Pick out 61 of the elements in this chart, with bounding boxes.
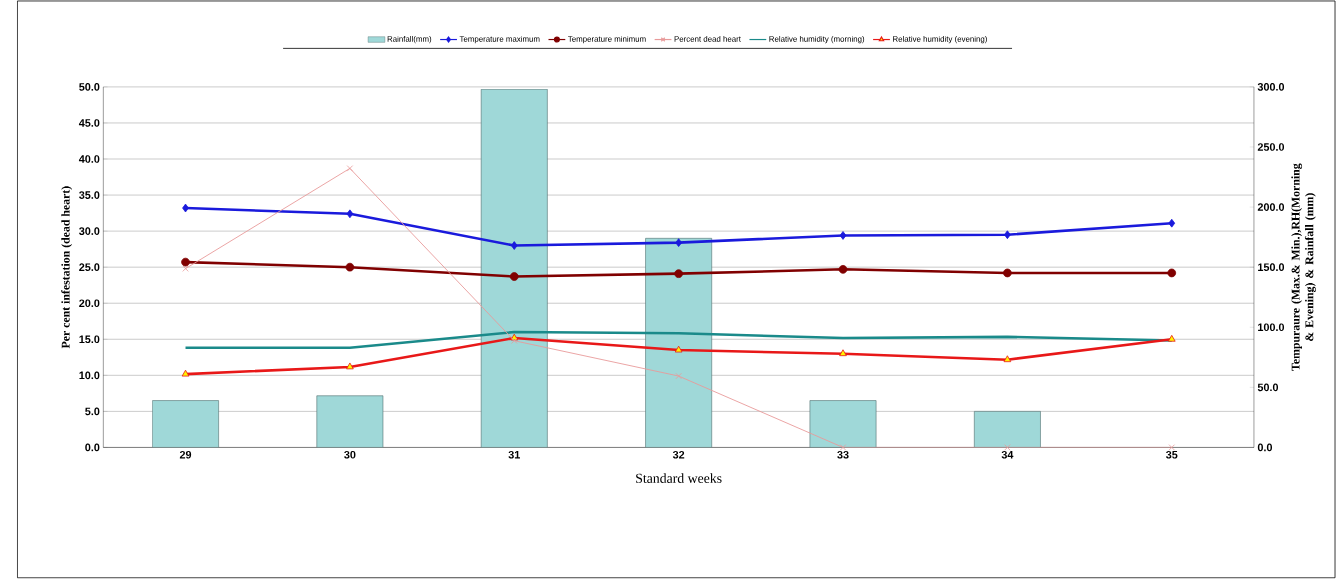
y-tick-label: 0.0 xyxy=(85,443,100,452)
y2-tick-label: 50.0 xyxy=(1257,383,1279,392)
x-axis-title: Standard weeks xyxy=(636,473,722,484)
x-tick-label: 33 xyxy=(837,451,849,459)
point xyxy=(509,272,519,281)
x-tick-label: 35 xyxy=(1165,451,1178,459)
y-tick-label: 5.0 xyxy=(85,407,100,416)
y-tick-label: 50.0 xyxy=(79,83,100,91)
point xyxy=(839,444,847,451)
bar xyxy=(480,89,548,448)
x-tick-label: 34 xyxy=(1001,451,1014,459)
y2-tick-label: 150.0 xyxy=(1258,263,1285,272)
y2-axis-title: Tempuraure (Max.& Min.),RH(Morning & Evening) & Rainfall (mm) xyxy=(1291,163,1316,371)
point xyxy=(1167,335,1176,342)
point xyxy=(1168,218,1176,228)
point xyxy=(345,262,355,272)
y2-tick-label: 0.0 xyxy=(1257,443,1273,452)
point xyxy=(675,372,682,380)
bar xyxy=(152,400,219,448)
point xyxy=(346,165,354,172)
x-tick-label: 29 xyxy=(179,451,192,459)
point xyxy=(674,269,683,279)
x-tick-label: 32 xyxy=(672,451,685,459)
point xyxy=(839,349,847,357)
point xyxy=(181,369,190,377)
bar xyxy=(974,411,1041,448)
y2-tick-label: 300.0 xyxy=(1257,83,1285,91)
point xyxy=(674,345,683,353)
bar xyxy=(316,395,384,448)
y-tick-label: 25.0 xyxy=(79,263,100,272)
point xyxy=(346,209,354,219)
y-tick-label: 40.0 xyxy=(78,155,100,163)
point xyxy=(1167,268,1177,278)
bar xyxy=(645,238,713,448)
point xyxy=(1004,230,1011,240)
y2-tick-label: 100.0 xyxy=(1258,323,1285,332)
y-tick-label: 15.0 xyxy=(79,335,100,344)
point xyxy=(182,203,189,213)
point xyxy=(181,257,190,267)
y2-tick-label: 250.0 xyxy=(1257,143,1285,151)
y-tick-label: 30.0 xyxy=(79,227,100,236)
point xyxy=(1168,444,1175,451)
point xyxy=(346,362,354,370)
y-tick-label: 10.0 xyxy=(79,371,100,380)
y-tick-label: 20.0 xyxy=(79,299,100,308)
point xyxy=(182,265,189,272)
point xyxy=(839,231,847,240)
point xyxy=(675,238,682,248)
y-tick-label: 45.0 xyxy=(78,119,100,127)
point xyxy=(1003,268,1012,278)
point xyxy=(510,241,518,250)
y2-tick-label: 200.0 xyxy=(1257,203,1285,212)
point xyxy=(511,337,518,344)
x-tick-label: 30 xyxy=(344,451,356,459)
x-tick-label: 31 xyxy=(508,451,520,459)
bar xyxy=(809,400,877,448)
y-tick-label: 35.0 xyxy=(79,191,100,199)
point xyxy=(1003,355,1012,363)
point xyxy=(1004,444,1011,451)
point xyxy=(838,265,848,274)
y-axis-title: Per cent infestation (dead heart) xyxy=(61,186,73,349)
